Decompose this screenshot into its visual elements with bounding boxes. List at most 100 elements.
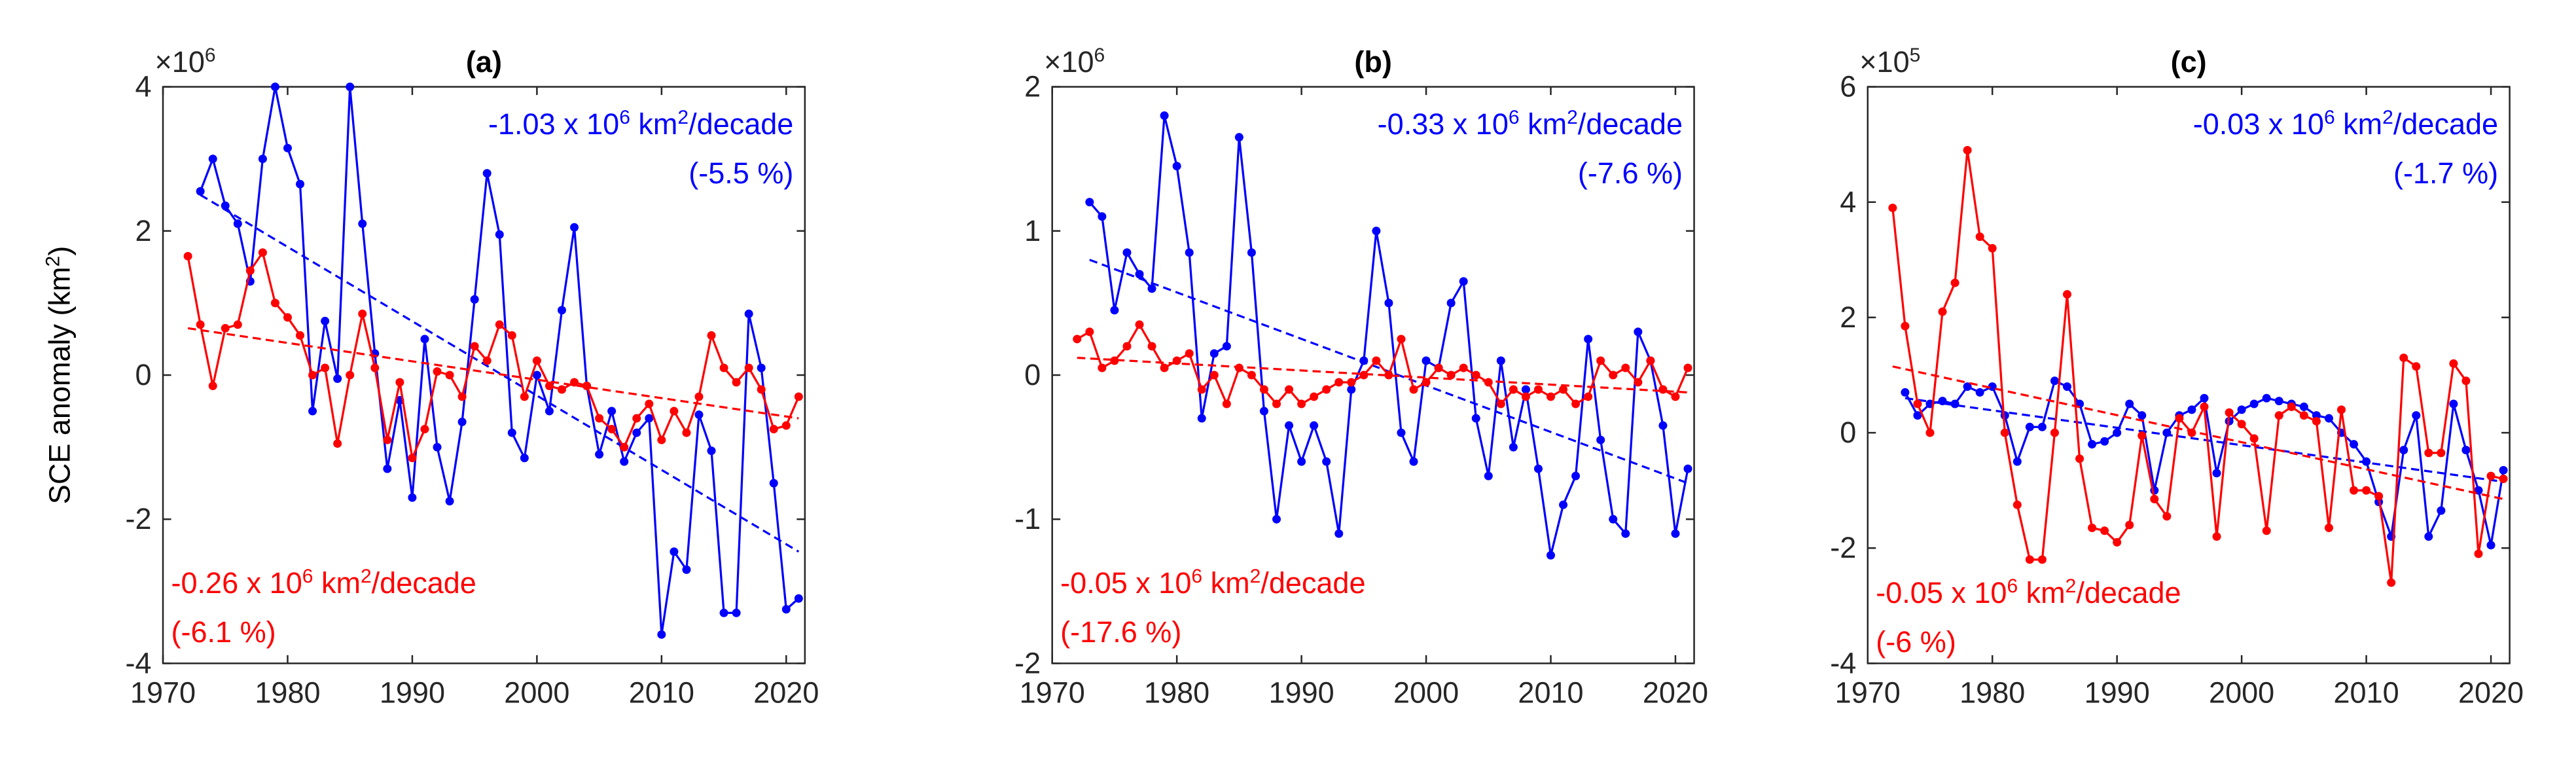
data-point [1259,385,1268,394]
trend-annotation: 6 [302,565,313,587]
trend-percent: (-17.6 %) [1060,615,1181,649]
data-point [1459,277,1468,286]
axis-multiplier: ×106 [1044,45,1105,79]
trend-annotation: -0.05 x 10 [1876,576,2007,609]
data-point [2336,405,2346,414]
y-tick-label: -2 [1014,646,1041,679]
data-point [781,605,791,614]
data-point [2499,475,2508,484]
data-point [370,363,380,372]
data-point [1098,212,1107,221]
data-point [470,342,479,351]
data-point [1484,471,1493,480]
data-point [233,320,242,329]
data-point [2187,405,2196,414]
y-axis-label: SCE anomaly (km [43,266,76,504]
data-point [1571,399,1581,408]
trend-annotation: -0.05 x 106 km2/decade [1060,565,1365,599]
trend-percent: (-1.7 %) [2393,156,2498,190]
data-point [2037,555,2047,564]
data-point [1671,529,1680,538]
data-point [657,435,666,444]
chart-title: (c) [2171,45,2207,79]
data-point [2312,416,2321,425]
data-point [557,306,566,315]
data-point [1621,363,1630,372]
data-point [1259,407,1268,416]
data-point [1197,385,1206,394]
data-point [682,565,691,574]
trend-annotation: 2 [361,565,372,587]
data-point [270,82,279,92]
axis-multiplier: 5 [1910,45,1921,66]
data-point [2025,422,2034,431]
data-point [1913,399,1922,408]
data-point [283,143,292,153]
data-point [595,450,604,459]
data-point [769,479,778,488]
x-tick-label: 2020 [2458,676,2524,709]
y-tick-label: 6 [1840,70,1856,103]
data-point [245,266,255,275]
data-point [781,421,791,430]
data-point [333,374,342,384]
data-point [2324,523,2333,532]
trend-annotation: -0.33 x 10 [1378,107,1509,141]
data-point [1310,392,1319,401]
axis-multiplier: 6 [1094,45,1105,66]
data-point [1634,378,1643,387]
data-point [2138,411,2147,420]
data-point [2062,382,2071,391]
data-point [2075,454,2084,463]
y-tick-label: -4 [125,646,151,679]
data-point [1621,529,1630,538]
data-point [1901,388,1910,397]
data-point [2088,523,2097,532]
data-point [258,248,267,257]
data-point [196,320,205,329]
trend-annotation: -0.03 x 10 [2193,107,2324,141]
series-line [1891,150,2504,583]
trend-line [1905,397,2504,483]
data-point [1322,385,1331,394]
chart-title: (a) [466,45,502,79]
trend-percent: (-6.1 %) [171,615,276,649]
data-point [507,331,516,340]
data-point [1347,378,1356,387]
data-point [645,414,654,423]
data-point [1334,378,1344,387]
data-point [657,630,666,639]
data-point [1409,385,1418,394]
data-point [545,382,554,391]
trend-annotation: 2 [677,107,689,128]
data-point [1135,270,1144,279]
trend-percent: (-6 %) [1876,625,1956,659]
data-point [1521,392,1530,401]
data-point [2037,422,2047,431]
data-point [445,371,454,380]
data-point [1135,320,1144,329]
trend-annotation: /decade [372,566,476,600]
trend-annotation: -1.03 x 106 km2/decade [488,107,793,141]
y-tick-label: 2 [1840,300,1856,334]
data-point [2249,434,2259,443]
data-point [1596,356,1605,365]
data-point [2362,486,2371,495]
data-point [1521,385,1530,394]
data-point [670,407,679,416]
data-point [1533,385,1543,394]
trend-annotation: -0.33 x 106 km2/decade [1378,107,1683,141]
data-point [2461,445,2471,454]
x-tick-label: 2010 [629,676,694,709]
x-tick-label: 2010 [1518,676,1583,709]
data-point [1963,382,1972,391]
data-point [1272,515,1281,524]
data-point [358,219,367,228]
data-point [1147,284,1156,293]
trend-annotation: -0.03 x 106 km2/decade [2193,107,2498,141]
data-point [694,392,704,401]
trend-annotation: km [630,107,678,141]
data-point [620,457,629,466]
trend-annotation: -1.03 x 10 [488,107,619,141]
data-point [2486,541,2496,550]
